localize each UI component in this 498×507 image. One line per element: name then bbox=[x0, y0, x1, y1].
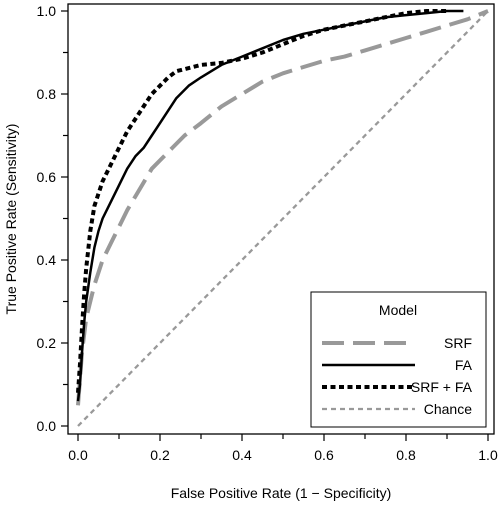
y-tick-label: 0.2 bbox=[37, 335, 57, 351]
x-axis: 0.0 0.2 0.4 0.6 0.8 1.0 bbox=[68, 434, 498, 463]
x-axis-label: False Positive Rate (1 − Specificity) bbox=[171, 485, 392, 501]
legend-label-chance: Chance bbox=[424, 401, 472, 417]
x-tick-label: 0.2 bbox=[150, 447, 170, 463]
legend-label-fa: FA bbox=[455, 357, 473, 373]
y-axis: 0.0 0.2 0.4 0.6 0.8 1.0 bbox=[37, 3, 68, 434]
y-tick-label: 0.6 bbox=[37, 169, 57, 185]
y-tick-label: 1.0 bbox=[37, 3, 57, 19]
legend: Model SRF FA SRF + FA Chance bbox=[310, 291, 487, 428]
legend-title: Model bbox=[379, 302, 417, 318]
x-tick-label: 0.0 bbox=[68, 447, 88, 463]
y-tick-label: 0.8 bbox=[37, 86, 57, 102]
series-line-chance bbox=[77, 10, 489, 427]
x-tick-label: 0.6 bbox=[314, 447, 334, 463]
series-layer bbox=[76, 9, 489, 427]
y-axis-label: True Positive Rate (Sensitivity) bbox=[3, 124, 19, 315]
x-tick-label: 1.0 bbox=[478, 447, 498, 463]
x-tick-label: 0.8 bbox=[396, 447, 416, 463]
series-line-srf-fa bbox=[76, 9, 447, 393]
x-tick-label: 0.4 bbox=[232, 447, 252, 463]
y-tick-label: 0.0 bbox=[37, 418, 57, 434]
series-line-srf bbox=[76, 9, 489, 406]
legend-box bbox=[310, 291, 487, 428]
legend-entries: SRF FA SRF + FA Chance bbox=[322, 335, 473, 417]
legend-label-srf-fa: SRF + FA bbox=[411, 379, 473, 395]
y-tick-label: 0.4 bbox=[37, 252, 57, 268]
legend-label-srf: SRF bbox=[444, 335, 472, 351]
